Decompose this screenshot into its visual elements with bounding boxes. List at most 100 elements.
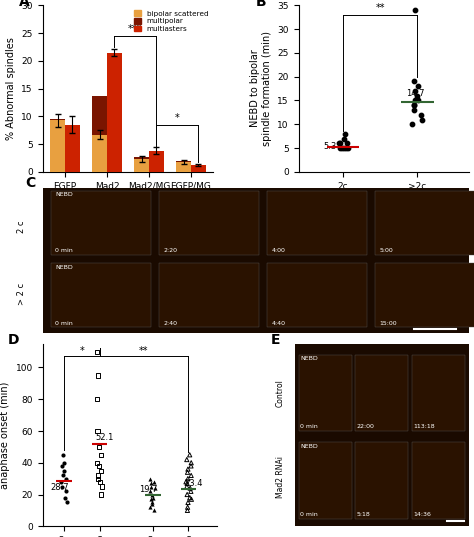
Bar xyxy=(355,442,408,519)
Point xyxy=(410,77,418,86)
Text: 28.7: 28.7 xyxy=(50,483,69,492)
Y-axis label: NEBD to bipolar
spindle formation (min): NEBD to bipolar spindle formation (min) xyxy=(250,31,272,146)
Text: > 2 c: > 2 c xyxy=(17,282,26,305)
Text: B: B xyxy=(256,0,266,9)
Point xyxy=(183,482,191,491)
Point xyxy=(415,82,422,91)
Text: 5:00: 5:00 xyxy=(379,248,393,253)
Point xyxy=(187,462,195,470)
Point xyxy=(410,101,418,110)
Point xyxy=(183,455,191,464)
Point xyxy=(409,120,416,128)
Bar xyxy=(149,151,164,172)
Point xyxy=(186,451,193,459)
Point xyxy=(188,495,195,504)
Point xyxy=(184,465,191,474)
Point xyxy=(341,129,349,138)
Point xyxy=(62,474,70,483)
Point xyxy=(182,477,190,486)
Point xyxy=(187,459,195,467)
Bar xyxy=(267,263,367,327)
Bar xyxy=(50,120,65,172)
Point xyxy=(410,101,418,110)
Point xyxy=(146,503,154,512)
Bar xyxy=(134,157,149,159)
Bar xyxy=(355,354,408,431)
Text: 4:40: 4:40 xyxy=(271,321,285,325)
Point xyxy=(183,506,191,514)
Point xyxy=(187,487,195,496)
Text: 5:18: 5:18 xyxy=(357,512,371,517)
Point xyxy=(94,474,102,483)
Point xyxy=(414,96,421,105)
Text: E: E xyxy=(271,333,280,347)
Point xyxy=(147,479,155,488)
Y-axis label: NEBD to
anaphase onset (min): NEBD to anaphase onset (min) xyxy=(0,381,10,489)
Point xyxy=(184,498,192,507)
Text: 0 min: 0 min xyxy=(301,512,318,517)
Point xyxy=(98,482,105,491)
Bar xyxy=(65,125,80,172)
Bar xyxy=(299,354,352,431)
Bar xyxy=(51,263,151,327)
Bar xyxy=(412,354,465,431)
Point xyxy=(150,477,157,486)
Point xyxy=(61,494,69,502)
Text: 23.4: 23.4 xyxy=(184,479,202,488)
Point xyxy=(340,134,348,143)
Text: 2:20: 2:20 xyxy=(164,248,177,253)
Bar xyxy=(267,191,367,255)
Text: 0 min: 0 min xyxy=(55,248,73,253)
Y-axis label: % Abnormal spindles: % Abnormal spindles xyxy=(6,37,16,140)
Point xyxy=(342,144,349,153)
Bar xyxy=(92,135,107,172)
Point xyxy=(148,498,156,507)
Text: 0 min: 0 min xyxy=(301,424,318,430)
Point xyxy=(62,487,69,496)
Point xyxy=(184,503,191,512)
Bar xyxy=(191,165,206,172)
Bar xyxy=(159,263,259,327)
Point xyxy=(183,490,191,499)
Point xyxy=(151,484,159,492)
Point xyxy=(340,144,348,153)
Text: 19.7: 19.7 xyxy=(139,485,158,494)
Point xyxy=(417,111,425,119)
Point xyxy=(151,506,158,514)
Bar xyxy=(51,191,151,255)
Point xyxy=(410,106,418,114)
Bar xyxy=(159,191,259,255)
Point xyxy=(58,462,66,470)
Point xyxy=(183,479,191,488)
Point xyxy=(148,500,156,509)
Point xyxy=(344,144,352,153)
Point xyxy=(93,459,100,467)
Point xyxy=(187,471,195,480)
Text: 0 min: 0 min xyxy=(55,321,73,325)
Bar xyxy=(375,191,474,255)
Text: NEBD: NEBD xyxy=(55,265,73,270)
Point xyxy=(60,451,67,459)
Text: 2:40: 2:40 xyxy=(164,321,177,325)
Point xyxy=(411,86,419,95)
Point xyxy=(58,482,65,491)
Text: *: * xyxy=(175,113,180,123)
Point xyxy=(97,451,105,459)
Point xyxy=(338,144,346,153)
Text: D: D xyxy=(8,333,19,347)
Text: *: * xyxy=(79,346,84,355)
Text: 22:00: 22:00 xyxy=(357,424,375,430)
Text: Mad2 RNAi: Mad2 RNAi xyxy=(276,456,285,498)
Text: 15:00: 15:00 xyxy=(379,321,397,325)
Text: 52.1: 52.1 xyxy=(95,433,114,442)
Bar xyxy=(134,159,149,172)
Point xyxy=(419,115,426,124)
Text: **: ** xyxy=(375,3,385,12)
Text: ***: *** xyxy=(128,24,143,34)
Bar xyxy=(50,119,65,120)
Point xyxy=(94,427,101,436)
Point xyxy=(96,477,104,486)
Text: NEBD: NEBD xyxy=(301,357,318,361)
Point xyxy=(186,494,193,502)
Bar xyxy=(92,96,107,135)
